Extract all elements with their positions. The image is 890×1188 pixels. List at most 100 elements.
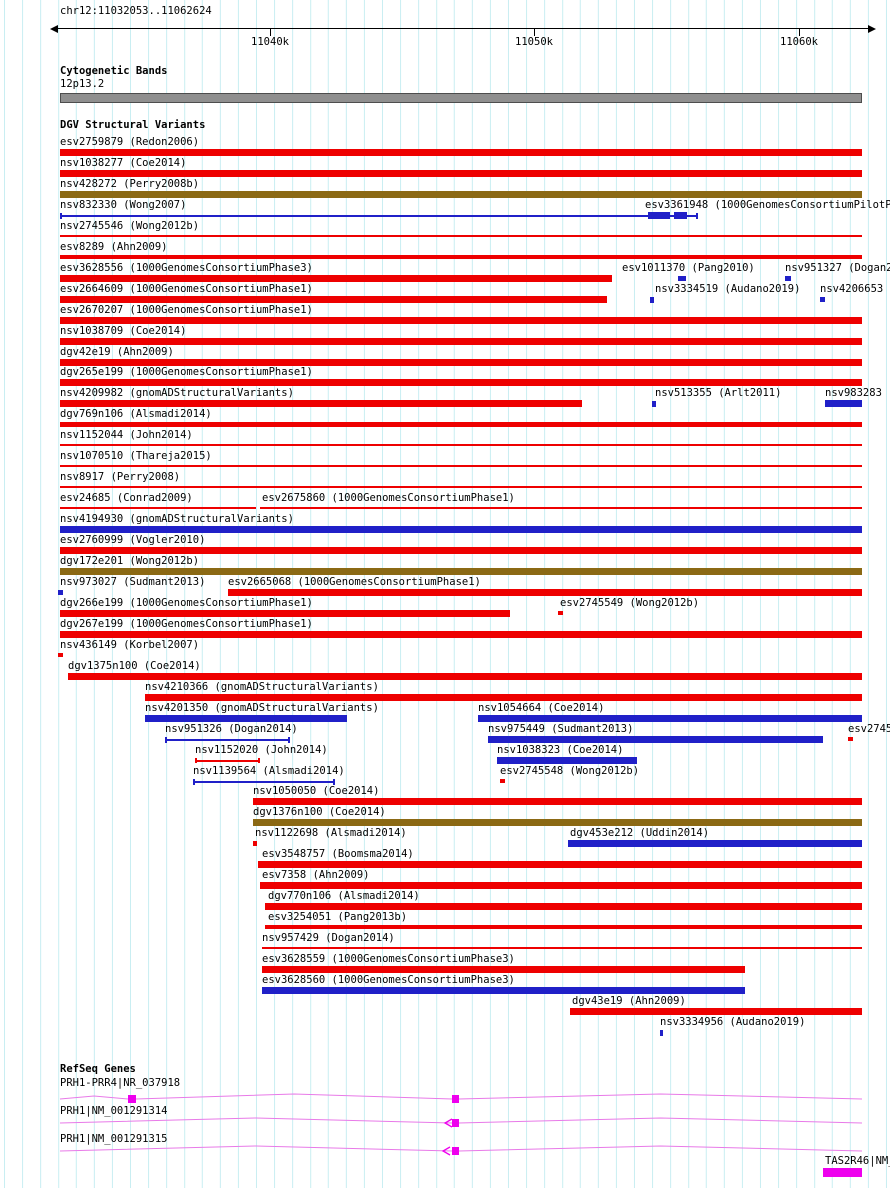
variant-label[interactable]: nsv951327 (Dogan2014)	[785, 262, 890, 274]
variant-label[interactable]: nsv1050050 (Coe2014)	[253, 785, 380, 797]
gene-label[interactable]: PRH1|NM_001291315	[60, 1133, 168, 1145]
variant-bar[interactable]	[253, 841, 257, 846]
variant-label[interactable]: esv2759879 (Redon2006)	[60, 136, 200, 148]
variant-label[interactable]: esv2745548 (Wong2012b)	[500, 765, 640, 777]
variant-label[interactable]: esv2745	[848, 723, 890, 735]
ruler-right-arrow-icon[interactable]	[868, 25, 876, 33]
variant-bar[interactable]	[60, 422, 862, 427]
variant-bar[interactable]	[60, 359, 862, 366]
variant-bar[interactable]	[570, 1008, 862, 1015]
gene-exon[interactable]	[128, 1095, 136, 1103]
variant-bar[interactable]	[497, 757, 637, 764]
variant-bar[interactable]	[648, 212, 670, 219]
variant-label[interactable]: nsv4209982 (gnomADStructuralVariants)	[60, 387, 294, 399]
variant-label[interactable]: dgv265e199 (1000GenomesConsortiumPhase1)	[60, 366, 313, 378]
variant-bar[interactable]	[60, 486, 862, 488]
variant-label[interactable]: nsv436149 (Korbel2007)	[60, 639, 200, 651]
variant-bar[interactable]	[195, 760, 260, 762]
variant-bar[interactable]	[500, 779, 505, 783]
variant-bar[interactable]	[674, 212, 687, 219]
variant-bar[interactable]	[678, 276, 686, 281]
variant-bar[interactable]	[60, 610, 510, 617]
variant-label[interactable]: esv2665068 (1000GenomesConsortiumPhase1)	[228, 576, 481, 588]
variant-bar[interactable]	[820, 297, 825, 302]
variant-bar[interactable]	[478, 715, 862, 722]
variant-label[interactable]: esv3361948 (1000GenomesConsortiumPilotPr…	[645, 199, 890, 211]
variant-label[interactable]: nsv1070510 (Thareja2015)	[60, 450, 212, 462]
variant-label[interactable]: nsv1054664 (Coe2014)	[478, 702, 605, 714]
variant-label[interactable]: nsv1139564 (Alsmadi2014)	[193, 765, 345, 777]
variant-bar[interactable]	[650, 297, 654, 303]
variant-label[interactable]: nsv4201350 (gnomADStructuralVariants)	[145, 702, 379, 714]
variant-bar[interactable]	[60, 400, 582, 407]
ruler-left-arrow-icon[interactable]	[50, 25, 58, 33]
variant-label[interactable]: dgv43e19 (Ahn2009)	[572, 995, 686, 1007]
variant-bar[interactable]	[660, 1030, 663, 1036]
variant-label[interactable]: esv3628556 (1000GenomesConsortiumPhase3)	[60, 262, 313, 274]
variant-bar[interactable]	[260, 507, 862, 509]
variant-bar[interactable]	[262, 966, 745, 973]
variant-bar[interactable]	[60, 568, 862, 575]
variant-label[interactable]: nsv2745546 (Wong2012b)	[60, 220, 200, 232]
variant-label[interactable]: nsv428272 (Perry2008b)	[60, 178, 200, 190]
gene-glyph[interactable]	[0, 1114, 890, 1132]
variant-bar[interactable]	[60, 215, 698, 217]
variant-bar[interactable]	[60, 191, 862, 198]
gene-exon[interactable]	[452, 1095, 459, 1103]
variant-label[interactable]: esv2664609 (1000GenomesConsortiumPhase1)	[60, 283, 313, 295]
variant-bar[interactable]	[60, 255, 862, 259]
gene-exon[interactable]	[823, 1168, 862, 1177]
variant-label[interactable]: dgv453e212 (Uddin2014)	[570, 827, 710, 839]
variant-label[interactable]: dgv1376n100 (Coe2014)	[253, 806, 386, 818]
gene-glyph[interactable]	[0, 1142, 890, 1160]
variant-bar[interactable]	[848, 737, 853, 741]
variant-label[interactable]: esv3254051 (Pang2013b)	[268, 911, 408, 923]
variant-bar[interactable]	[60, 526, 862, 533]
variant-label[interactable]: dgv266e199 (1000GenomesConsortiumPhase1)	[60, 597, 313, 609]
variant-bar[interactable]	[253, 819, 862, 826]
gene-label[interactable]: PRH1-PRR4|NR_037918	[60, 1077, 181, 1089]
variant-label[interactable]: esv2670207 (1000GenomesConsortiumPhase1)	[60, 304, 313, 316]
variant-label[interactable]: esv24685 (Conrad2009)	[60, 492, 193, 504]
variant-label[interactable]: nsv1038277 (Coe2014)	[60, 157, 187, 169]
variant-bar[interactable]	[60, 379, 862, 386]
variant-bar[interactable]	[60, 631, 862, 638]
variant-bar[interactable]	[558, 611, 563, 615]
variant-label[interactable]: nsv4210366 (gnomADStructuralVariants)	[145, 681, 379, 693]
variant-label[interactable]: esv2760999 (Vogler2010)	[60, 534, 206, 546]
variant-bar[interactable]	[258, 861, 862, 868]
variant-bar[interactable]	[68, 673, 862, 680]
variant-label[interactable]: nsv3334956 (Audano2019)	[660, 1016, 806, 1028]
variant-label[interactable]: nsv1038709 (Coe2014)	[60, 325, 187, 337]
variant-bar[interactable]	[193, 781, 335, 783]
variant-label[interactable]: dgv770n106 (Alsmadi2014)	[268, 890, 420, 902]
variant-bar[interactable]	[60, 465, 862, 467]
variant-bar[interactable]	[333, 779, 335, 785]
variant-bar[interactable]	[58, 653, 63, 657]
gene-exon[interactable]	[452, 1119, 459, 1127]
variant-bar[interactable]	[60, 149, 862, 156]
variant-bar[interactable]	[60, 275, 612, 282]
variant-label[interactable]: nsv1152020 (John2014)	[195, 744, 328, 756]
variant-bar[interactable]	[60, 338, 862, 345]
variant-label[interactable]: dgv267e199 (1000GenomesConsortiumPhase1)	[60, 618, 313, 630]
variant-bar[interactable]	[265, 903, 862, 910]
variant-label[interactable]: nsv973027 (Sudmant2013)	[60, 576, 206, 588]
variant-bar[interactable]	[825, 400, 862, 407]
variant-label[interactable]: esv3628559 (1000GenomesConsortiumPhase3)	[262, 953, 515, 965]
variant-bar[interactable]	[60, 296, 607, 303]
variant-label[interactable]: nsv951326 (Dogan2014)	[165, 723, 298, 735]
gene-label[interactable]: PRH1|NM_001291314	[60, 1105, 168, 1117]
gene-glyph[interactable]	[0, 1090, 890, 1108]
variant-label[interactable]: nsv513355 (Arlt2011)	[655, 387, 782, 399]
variant-bar[interactable]	[253, 798, 862, 805]
variant-label[interactable]: dgv1375n100 (Coe2014)	[68, 660, 201, 672]
variant-label[interactable]: nsv8917 (Perry2008)	[60, 471, 181, 483]
variant-label[interactable]: nsv832330 (Wong2007)	[60, 199, 187, 211]
variant-bar[interactable]	[60, 235, 862, 237]
variant-bar[interactable]	[568, 840, 862, 847]
variant-bar[interactable]	[262, 947, 862, 949]
variant-bar[interactable]	[58, 590, 63, 595]
variant-bar[interactable]	[262, 987, 745, 994]
variant-bar[interactable]	[652, 401, 656, 407]
